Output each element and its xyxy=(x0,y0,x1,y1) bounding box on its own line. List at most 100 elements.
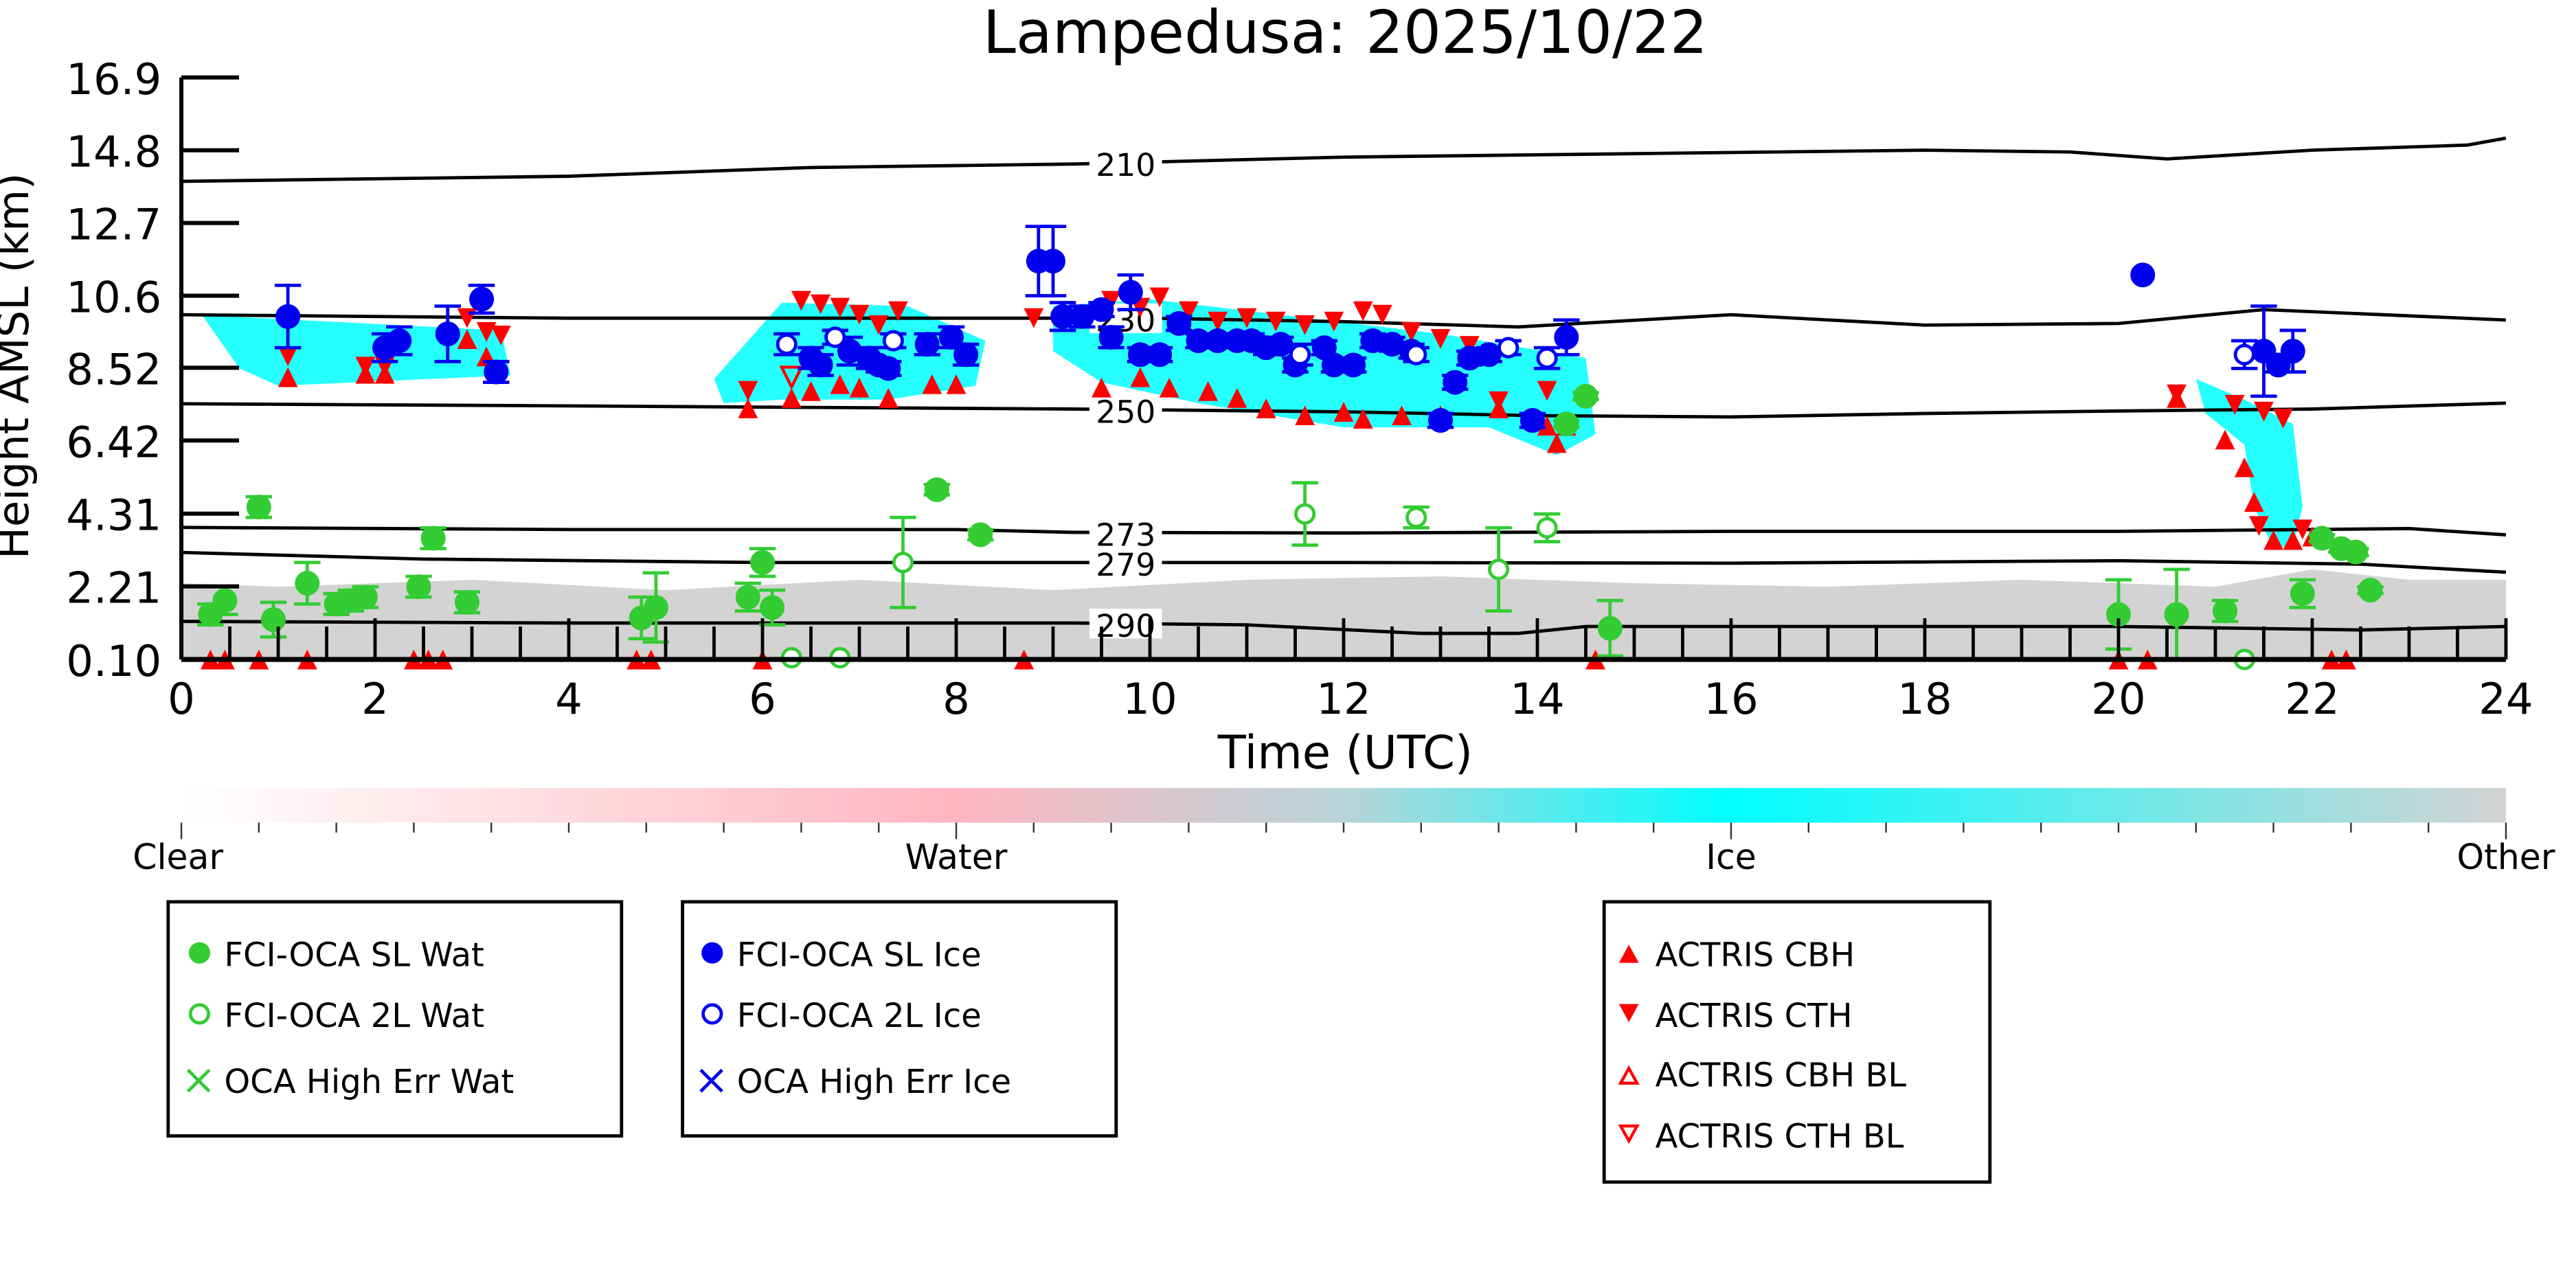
fci-oca-2l-ice-point xyxy=(1536,347,1558,369)
legend-label: ACTRIS CTH BL xyxy=(1656,1117,1904,1155)
contour-label: 273 xyxy=(1096,517,1155,553)
fci-oca-2l-wat-point xyxy=(1294,503,1316,525)
fci-oca-sl-wat-point xyxy=(924,477,949,502)
x-tick-label: 10 xyxy=(1122,674,1177,724)
fci-oca-sl-ice-point xyxy=(1428,408,1454,433)
actris-cth-point xyxy=(1489,391,1509,411)
y-tick-label: 0.10 xyxy=(66,636,161,686)
actris-cbh-point xyxy=(830,374,850,394)
fci-oca-sl-wat-point xyxy=(750,550,776,575)
fci-oca-sl-ice-point xyxy=(1098,325,1124,350)
y-tick-label: 10.6 xyxy=(66,273,161,323)
fci-oca-sl-ice-point xyxy=(469,286,495,312)
fci-oca-sl-ice-point xyxy=(484,359,509,385)
ice-cloud-region xyxy=(201,313,511,386)
legend-label: OCA High Err Ice xyxy=(737,1063,1011,1101)
actris-cth-point xyxy=(490,325,511,346)
actris-cbh-point xyxy=(878,387,899,408)
x-tick-label: 24 xyxy=(2478,674,2533,724)
fci-oca-sl-wat-point xyxy=(735,585,760,610)
fci-oca-2l-ice-point xyxy=(1405,343,1427,365)
legend-label: FCI-OCA SL Wat xyxy=(224,936,484,974)
contour-line-273 xyxy=(181,526,2507,536)
contour-label-bg xyxy=(1089,517,1162,547)
actris-cbh-point xyxy=(1333,402,1354,422)
contour-label: 290 xyxy=(1096,608,1155,644)
x-mark-icon xyxy=(186,1068,211,1093)
fci-oca-sl-wat-point xyxy=(2358,578,2383,603)
actris-cth-point xyxy=(1149,287,1170,308)
fci-oca-sl-wat-point xyxy=(2290,581,2315,607)
actris-cth-point xyxy=(888,301,908,321)
x-axis-label: Time (UTC) xyxy=(1217,725,1473,779)
x-tick-label: 22 xyxy=(2285,674,2339,724)
open-circle-icon xyxy=(188,1003,211,1025)
actris-cth-point xyxy=(830,297,850,318)
x-tick-label: 8 xyxy=(942,674,970,724)
fci-oca-2l-wat-point xyxy=(892,552,914,574)
fci-oca-2l-ice-point xyxy=(2233,343,2255,365)
actris-cth-point xyxy=(849,304,870,325)
fci-oca-sl-wat-point xyxy=(1554,411,1579,437)
actris-cbh-point xyxy=(922,374,942,394)
contour-label-bg xyxy=(1089,394,1162,425)
actris-cbh-point xyxy=(946,374,967,394)
actris-cbh-point xyxy=(1537,416,1557,436)
contour-line-279 xyxy=(181,550,2507,574)
actris-cbh-point xyxy=(1392,405,1412,425)
fci-oca-sl-ice-point xyxy=(387,328,412,354)
colorbar-label-water: Water xyxy=(905,837,1008,877)
colorbar xyxy=(181,788,2507,823)
fci-oca-2l-wat-point xyxy=(1405,506,1427,528)
fci-oca-sl-wat-point xyxy=(1597,615,1623,641)
y-axis-label: Height AMSL (km) xyxy=(0,173,38,559)
fci-oca-sl-ice-point xyxy=(1089,297,1114,322)
x-tick-label: 0 xyxy=(168,674,195,724)
actris-cbh-point xyxy=(2263,530,2284,550)
fci-oca-sl-ice-point xyxy=(953,342,979,368)
fci-oca-sl-ice-point xyxy=(1443,370,1468,395)
fci-oca-sl-wat-point xyxy=(406,574,431,600)
contour-line-210 xyxy=(181,136,2507,183)
fci-oca-2l-ice-point xyxy=(824,326,846,348)
x-tick-label: 20 xyxy=(2091,674,2145,724)
colorbar-ticks xyxy=(180,822,2507,839)
y-tick-label: 2.21 xyxy=(66,563,161,613)
legend-label: FCI-OCA 2L Ice xyxy=(737,997,982,1035)
contour-label: 279 xyxy=(1096,547,1155,583)
fci-oca-sl-ice-point xyxy=(1118,280,1143,305)
fci-oca-sl-ice-point xyxy=(1519,408,1545,433)
cloud-mask-layer xyxy=(181,299,2507,660)
actris-cbh-point xyxy=(1159,377,1179,398)
actris-cbh-point xyxy=(849,377,870,398)
fci-oca-sl-wat-point xyxy=(2213,598,2238,624)
fci-oca-sl-ice-point xyxy=(876,356,901,381)
actris-cbh-point xyxy=(801,381,821,401)
fci-oca-sl-ice-point xyxy=(2280,339,2305,364)
fci-oca-sl-ice-point xyxy=(1360,328,1386,354)
contour-label: 210 xyxy=(1096,147,1155,183)
actris-cth-point xyxy=(1236,308,1257,328)
fci-oca-sl-ice-point xyxy=(435,321,460,346)
y-tick-label: 8.52 xyxy=(66,344,161,394)
fci-oca-sl-ice-point xyxy=(1457,346,1482,371)
colorbar-label-ice: Ice xyxy=(1706,837,1756,877)
legend-label: OCA High Err Wat xyxy=(224,1063,514,1101)
fci-oca-2l-ice-point xyxy=(776,333,798,355)
actris-cth-point xyxy=(1295,315,1315,335)
actris-cth-point xyxy=(1430,329,1451,349)
actris-cth-point xyxy=(1265,311,1286,332)
actris-cbh-point xyxy=(781,387,802,408)
x-tick-label: 2 xyxy=(361,674,389,724)
fci-oca-sl-wat-point xyxy=(2309,526,2335,551)
fci-oca-sl-wat-point xyxy=(212,588,238,613)
axes: 16.914.812.710.68.526.424.312.210.100 2 4 6… xyxy=(66,54,2533,724)
fci-oca-sl-ice-point xyxy=(1041,249,1066,274)
actris-cth-point xyxy=(2254,401,2274,422)
open-triangle-up-icon xyxy=(1618,1065,1640,1085)
actris-cth-point xyxy=(278,346,298,367)
actris-cth-point xyxy=(791,291,811,311)
x-tick-label: 14 xyxy=(1510,674,1564,724)
actris-cbh-point xyxy=(1353,409,1373,429)
filled-circle-icon xyxy=(188,942,210,964)
